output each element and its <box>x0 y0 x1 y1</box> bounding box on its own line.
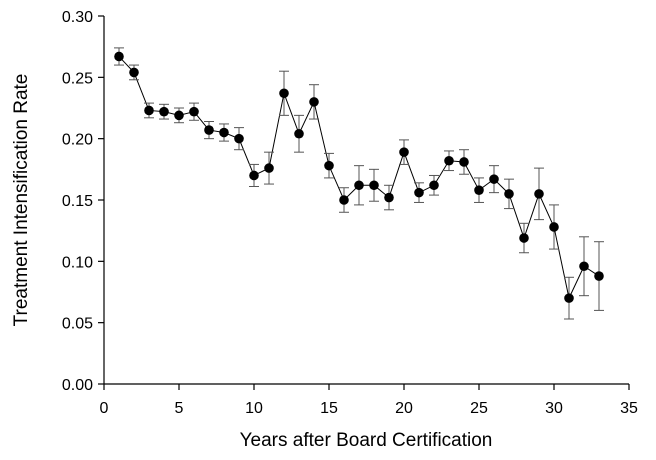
y-tick-label: 0.05 <box>62 316 93 333</box>
y-tick-label: 0.20 <box>62 132 93 149</box>
data-point <box>594 271 604 281</box>
data-point <box>339 195 349 205</box>
data-points <box>114 51 604 303</box>
y-tick-label: 0.30 <box>62 9 93 26</box>
data-point <box>159 106 169 117</box>
data-point <box>219 127 229 138</box>
data-point <box>384 192 394 203</box>
y-tick-label: 0.15 <box>62 193 93 210</box>
x-tick-label: 25 <box>470 400 488 417</box>
axes <box>103 16 629 385</box>
y-tick-label: 0.00 <box>62 377 93 394</box>
x-tick-label: 0 <box>100 400 109 417</box>
x-tick-label: 35 <box>620 400 638 417</box>
data-point <box>279 88 289 99</box>
x-tick-label: 5 <box>175 400 184 417</box>
data-point <box>399 147 409 157</box>
data-point <box>489 174 499 184</box>
x-axis-title: Years after Board Certification <box>240 430 493 451</box>
data-point <box>459 157 469 167</box>
data-point <box>354 180 364 191</box>
data-point <box>414 187 424 198</box>
data-point <box>474 185 484 195</box>
data-point <box>369 180 379 191</box>
x-tick-label: 15 <box>320 400 338 417</box>
x-tick-label: 10 <box>245 400 263 417</box>
data-point <box>249 170 259 181</box>
data-point <box>309 97 319 107</box>
x-tick-label: 30 <box>545 400 563 417</box>
data-point <box>204 125 214 135</box>
data-point <box>519 233 529 243</box>
y-tick-label: 0.10 <box>62 254 93 271</box>
data-point <box>174 110 184 121</box>
data-point <box>264 163 274 173</box>
data-point <box>114 51 124 62</box>
data-point <box>579 261 589 272</box>
data-point <box>534 189 544 199</box>
data-point <box>234 133 244 144</box>
data-point <box>429 180 439 191</box>
data-point <box>294 128 304 139</box>
x-ticks: 0 5 10 15 20 25 30 35 <box>100 384 638 417</box>
data-point <box>549 222 559 232</box>
data-point <box>444 155 454 166</box>
y-ticks: 0.00 0.05 0.10 0.15 0.20 0.25 0.30 <box>62 9 104 394</box>
y-axis-title: Treatment Intensification Rate <box>11 74 32 327</box>
y-tick-label: 0.25 <box>62 70 93 87</box>
data-point <box>144 105 154 116</box>
x-tick-label: 20 <box>395 400 413 417</box>
data-point <box>324 160 334 171</box>
data-point <box>564 293 574 303</box>
data-point <box>504 189 514 199</box>
data-point <box>129 67 139 78</box>
data-point <box>189 106 199 117</box>
